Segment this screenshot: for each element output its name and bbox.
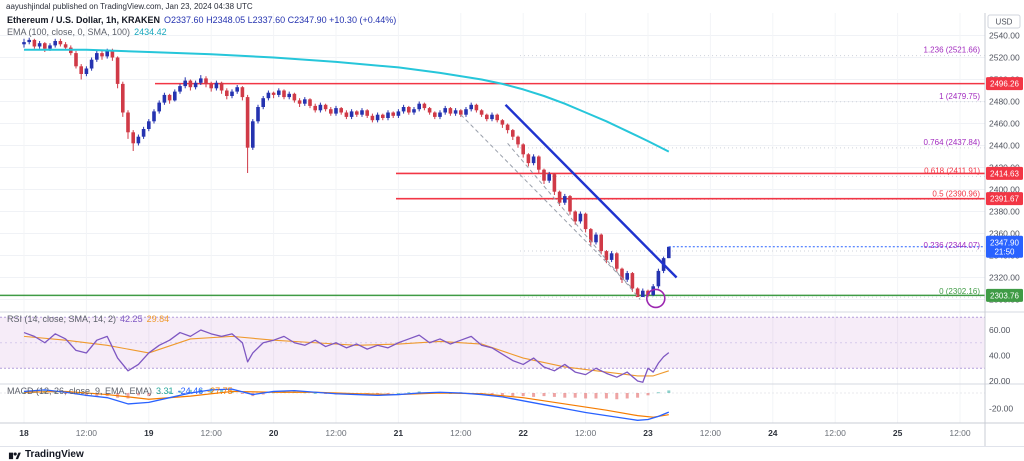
svg-text:2380.00: 2380.00	[989, 207, 1020, 217]
rsi-line	[23, 329, 670, 383]
time-axis[interactable]: 18 12:00 19 12:00 20 12:00 21 12:00 22 12:00 23 12:…	[19, 428, 971, 438]
symbol-legend[interactable]: Ethereum / U.S. Dollar, 1h, KRAKEN O2337.…	[7, 15, 400, 25]
svg-text:-20.00: -20.00	[989, 404, 1013, 414]
svg-text:2540.00: 2540.00	[989, 31, 1020, 41]
svg-text:2440.00: 2440.00	[989, 141, 1020, 151]
svg-text:USD: USD	[996, 18, 1013, 27]
svg-text:0 (2302.16): 0 (2302.16)	[939, 287, 980, 296]
rsi-legend[interactable]: RSI (14, close, SMA, 14, 2) 42.25 29.84	[7, 314, 173, 324]
svg-text:22: 22	[518, 428, 528, 438]
svg-text:23: 23	[643, 428, 653, 438]
macd-value: -24.46	[177, 386, 204, 396]
fib-labels: 1.236 (2521.66) 1 (2479.75) 0.764 (2437.84…	[924, 46, 981, 296]
svg-text:2400.00: 2400.00	[989, 185, 1020, 195]
price-axis[interactable]: USD2540.002520.002500.002480.002460.0024…	[987, 14, 1021, 414]
svg-text:19: 19	[144, 428, 154, 438]
svg-text:12:00: 12:00	[575, 428, 597, 438]
svg-text:25: 25	[893, 428, 903, 438]
price-badge[interactable]: 2496.26	[986, 77, 1023, 91]
support-resistance-lines[interactable]	[0, 82, 985, 297]
grid-lines	[0, 13, 985, 423]
ema-label: EMA (100, close, 0, SMA, 100)	[7, 27, 131, 37]
svg-text:12:00: 12:00	[825, 428, 847, 438]
svg-text:20.00: 20.00	[989, 376, 1011, 386]
tradingview-brand-text[interactable]: TradingView	[25, 448, 84, 460]
svg-text:12:00: 12:00	[949, 428, 971, 438]
trendline[interactable]	[504, 103, 678, 279]
svg-text:0.764 (2437.84): 0.764 (2437.84)	[924, 138, 981, 147]
pane-separators[interactable]	[0, 13, 1024, 447]
macd-hist-value: 3.31	[156, 386, 174, 396]
svg-text:12:00: 12:00	[450, 428, 472, 438]
svg-text:2303.76: 2303.76	[990, 291, 1019, 300]
macd-label: MACD (12, 26, close, 9, EMA, EMA)	[7, 386, 153, 396]
svg-text:0.618 (2411.91): 0.618 (2411.91)	[924, 166, 980, 175]
svg-text:1.236 (2521.66): 1.236 (2521.66)	[924, 46, 981, 55]
svg-text:40.00: 40.00	[989, 351, 1011, 361]
rsi-label: RSI (14, close, SMA, 14, 2)	[7, 314, 117, 324]
rsi-ma-value: 29.84	[146, 314, 170, 324]
svg-text:0.5 (2390.96): 0.5 (2390.96)	[932, 189, 980, 198]
svg-text:20: 20	[269, 428, 279, 438]
footer-bar: TradingView	[0, 446, 1024, 461]
svg-text:24: 24	[768, 428, 778, 438]
symbol-title: Ethereum / U.S. Dollar, 1h, KRAKEN	[7, 15, 161, 25]
svg-text:2347.90: 2347.90	[990, 238, 1019, 247]
price-badge[interactable]: 2391.67	[986, 192, 1023, 206]
ohlc-values: O2337.60 H2348.05 L2337.60 C2347.90 +10.…	[164, 15, 397, 25]
svg-text:2320.00: 2320.00	[989, 273, 1020, 283]
svg-text:12:00: 12:00	[700, 428, 722, 438]
svg-text:2480.00: 2480.00	[989, 97, 1020, 107]
dashed-channel-lines[interactable]	[460, 114, 641, 300]
price-badge[interactable]: 2303.76	[986, 288, 1023, 302]
svg-text:2520.00: 2520.00	[989, 53, 1020, 63]
attribution-bar: aayushjindal published on TradingView.co…	[0, 0, 1024, 13]
ema-line	[24, 48, 670, 153]
macd-signal-value: -27.75	[207, 386, 233, 396]
svg-text:0.236 (2344.07): 0.236 (2344.07)	[924, 241, 981, 250]
rsi-value: 42.25	[120, 314, 143, 324]
svg-text:12:00: 12:00	[201, 428, 223, 438]
svg-text:2460.00: 2460.00	[989, 119, 1020, 129]
tradingview-logo[interactable]	[8, 448, 21, 461]
macd-line	[23, 388, 670, 421]
attribution-text: aayushjindal published on TradingView.co…	[6, 2, 253, 11]
svg-text:21:50: 21:50	[994, 247, 1015, 256]
candlesticks	[22, 37, 671, 298]
low-circle-annotation[interactable]	[645, 288, 666, 309]
ema-legend[interactable]: EMA (100, close, 0, SMA, 100) 2434.42	[7, 27, 171, 37]
rsi-band	[0, 316, 985, 369]
svg-text:18: 18	[19, 428, 29, 438]
svg-text:12:00: 12:00	[76, 428, 98, 438]
svg-text:2414.63: 2414.63	[990, 169, 1019, 178]
fib-retracement-lines	[520, 55, 985, 298]
svg-text:1 (2479.75): 1 (2479.75)	[939, 92, 980, 101]
svg-text:2496.26: 2496.26	[990, 80, 1019, 89]
svg-text:21: 21	[394, 428, 404, 438]
price-badge[interactable]: 2414.63	[986, 166, 1023, 180]
svg-text:12:00: 12:00	[325, 428, 347, 438]
svg-text:60.00: 60.00	[989, 325, 1011, 335]
svg-text:2391.67: 2391.67	[990, 195, 1019, 204]
svg-text:2360.00: 2360.00	[989, 229, 1020, 239]
macd-signal-line	[23, 390, 669, 418]
macd-legend[interactable]: MACD (12, 26, close, 9, EMA, EMA) 3.31 -24…	[7, 386, 237, 396]
ema-value: 2434.42	[134, 27, 167, 37]
